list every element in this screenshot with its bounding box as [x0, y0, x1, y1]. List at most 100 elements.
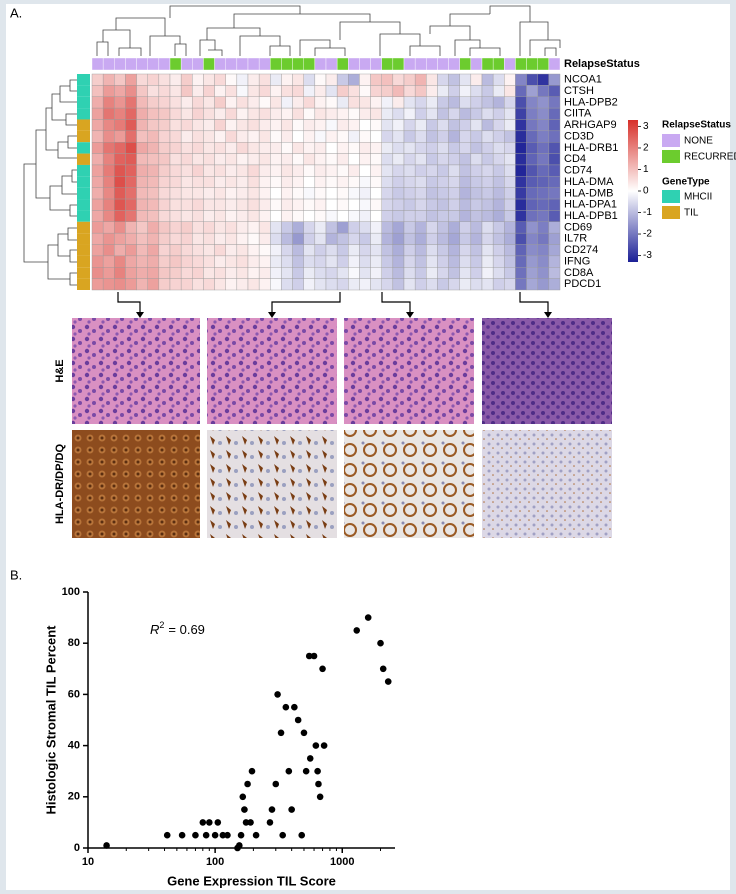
heatmap-cell: [437, 153, 449, 166]
gene-type-cell: [77, 210, 90, 222]
heatmap-cell: [504, 244, 516, 257]
heatmap-cell: [102, 267, 115, 279]
legend-swatch: [662, 150, 680, 163]
status-cell: [270, 57, 282, 71]
heatmap-cell: [504, 142, 516, 154]
status-cell: [403, 57, 416, 71]
heatmap-cell: [214, 153, 226, 166]
heatmap-cell: [526, 142, 538, 154]
heatmap-cell: [481, 73, 494, 86]
heatmap-cell: [470, 232, 483, 245]
heatmap-cell: [426, 130, 438, 143]
heatmap-cell: [258, 176, 271, 188]
heatmap-cell: [314, 73, 327, 86]
heatmap-cell: [448, 244, 460, 257]
heatmap-cell: [392, 142, 405, 154]
heatmap-cell: [459, 107, 472, 120]
heatmap-cell: [392, 85, 405, 97]
heatmap-cell: [526, 176, 538, 188]
heatmap-cell: [492, 119, 505, 132]
heatmap-cell: [136, 255, 148, 268]
heatmap-cell: [537, 198, 550, 211]
heatmap-cell: [114, 142, 126, 154]
heatmap-cell: [147, 107, 160, 120]
heatmap-cell: [102, 176, 115, 188]
colorbar-tick-label: -1: [643, 207, 652, 218]
heatmap-cell: [303, 73, 316, 86]
tissue-image: [344, 430, 474, 538]
heatmap-cell: [258, 107, 271, 120]
heatmap-cell: [336, 244, 349, 257]
heatmap-cell: [325, 267, 338, 279]
heatmap-cell: [292, 107, 304, 120]
point: [219, 831, 227, 839]
heatmap-cell: [136, 198, 148, 211]
heatmap-cell: [225, 164, 238, 177]
point: [224, 831, 231, 839]
heatmap-cell: [548, 267, 561, 279]
heatmap-cell: [214, 232, 226, 245]
heatmap-cell: [281, 244, 293, 257]
x-tick-label: 10: [82, 856, 94, 868]
heatmap-cell: [192, 73, 204, 86]
heatmap-cell: [180, 164, 193, 177]
heatmap-cell: [203, 176, 215, 188]
heatmap-cell: [459, 267, 472, 279]
point: [266, 819, 274, 826]
heatmap-cell: [470, 107, 483, 120]
heatmap-cell: [102, 244, 115, 257]
row-label: CD3D: [564, 130, 594, 142]
heatmap-cell: [359, 130, 371, 143]
heatmap-cell: [392, 244, 405, 257]
heatmap-cell: [448, 198, 460, 211]
tissue-image: [72, 430, 200, 538]
heatmap-cell: [359, 142, 371, 154]
heatmap-cell: [448, 255, 460, 268]
heatmap-cell: [258, 73, 271, 86]
heatmap-cell: [515, 176, 527, 188]
heatmap-cell: [392, 107, 405, 120]
heatmap-cell: [548, 130, 561, 143]
heatmap-cell: [448, 210, 460, 222]
heatmap-cell: [325, 278, 338, 291]
heatmap-cell: [403, 107, 416, 120]
heatmap-cell: [102, 85, 115, 97]
heatmap-cell: [236, 107, 249, 120]
heatmap-cell: [448, 107, 460, 120]
heatmap-cell: [258, 221, 271, 234]
point: [285, 767, 293, 775]
heatmap-cell: [91, 85, 104, 97]
heatmap-cell: [492, 267, 505, 279]
heatmap-cell: [158, 255, 171, 268]
row-label: ARHGAP9: [564, 119, 617, 131]
heatmap-cell: [158, 73, 171, 86]
heatmap-cell: [125, 278, 137, 291]
heatmap-cell: [526, 210, 538, 222]
heatmap-cell: [459, 142, 472, 154]
heatmap-cell: [348, 267, 360, 279]
heatmap-cell: [504, 232, 516, 245]
heatmap-cell: [515, 187, 527, 200]
heatmap-cell: [515, 255, 527, 268]
heatmap-cell: [392, 255, 405, 268]
heatmap-cell: [91, 130, 104, 143]
legend-title: GeneType: [662, 177, 710, 188]
heatmap-cell: [392, 267, 405, 279]
heatmap-cell: [426, 232, 438, 245]
heatmap-cell: [314, 85, 327, 97]
panel-label: B.: [10, 567, 22, 582]
heatmap-cell: [448, 130, 460, 143]
heatmap-cell: [91, 107, 104, 120]
heatmap-cell: [169, 153, 182, 166]
heatmap-cell: [348, 244, 360, 257]
heatmap-cell: [526, 244, 538, 257]
heatmap-cell: [292, 221, 304, 234]
heatmap-cell: [470, 73, 483, 86]
heatmap-cell: [214, 198, 226, 211]
heatmap-cell: [192, 187, 204, 200]
heatmap-cell: [281, 187, 293, 200]
heatmap-cell: [303, 176, 316, 188]
heatmap-cell: [325, 73, 338, 86]
heatmap-cell: [381, 232, 394, 245]
heatmap-cell: [281, 198, 293, 211]
